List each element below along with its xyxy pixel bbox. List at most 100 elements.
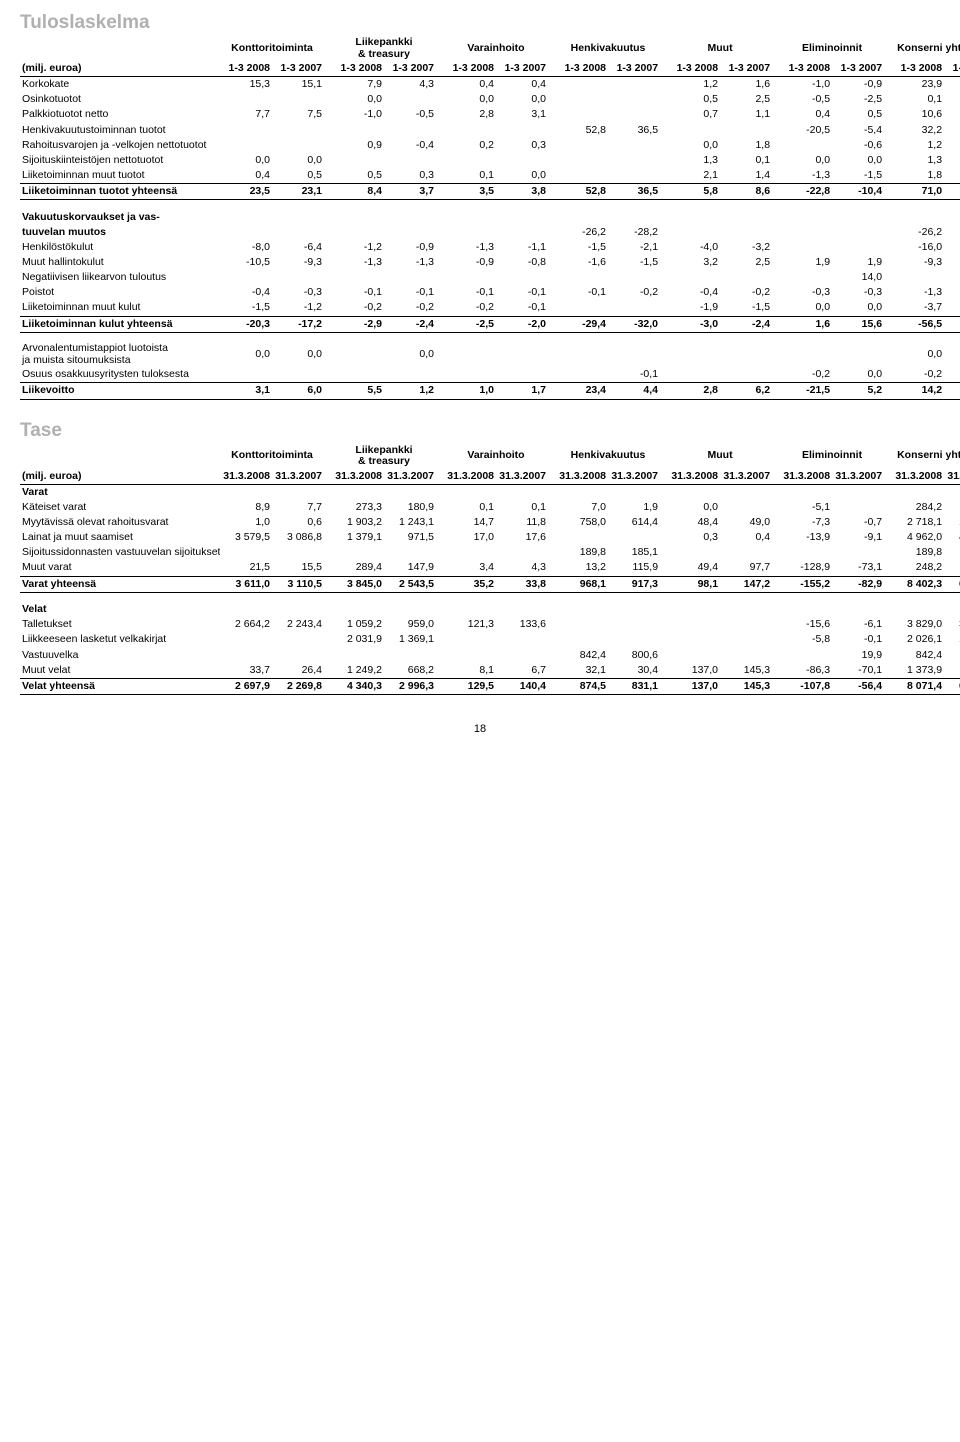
table-cell (444, 648, 496, 663)
row-label: Myytävissä olevat rahoitusvarat (20, 515, 220, 530)
table-cell: -70,1 (832, 663, 884, 679)
table-cell: 121,3 (444, 617, 496, 632)
table-cell: 0,0 (220, 153, 272, 168)
segment-header: Konttoritoiminta (220, 36, 324, 61)
row-label: Palkkiotuotot netto (20, 107, 220, 122)
period-header: 1-3 2008 (444, 61, 496, 77)
table-cell: -155,2 (780, 576, 832, 592)
table-cell: -8,0 (220, 240, 272, 255)
table-cell (220, 123, 272, 138)
table-cell: -0,1 (496, 285, 548, 300)
table-cell: 145,3 (720, 663, 772, 679)
table-cell: -0,1 (556, 285, 608, 300)
segment-header: Konttoritoiminta (220, 444, 324, 469)
table-cell: -28,2 (608, 225, 660, 240)
table-cell: 917,3 (608, 576, 660, 592)
table-cell (384, 648, 436, 663)
period-header: 31.3.2008 (668, 469, 720, 485)
table-cell: 1 903,2 (332, 515, 384, 530)
table-cell: 1,9 (608, 500, 660, 515)
row-label: Negatiivisen liikearvon tuloutus (20, 270, 220, 285)
unit-label: (milj. euroa) (20, 61, 220, 77)
table-cell: 8 402,3 (892, 576, 944, 592)
period-header: 31.3.2007 (944, 469, 960, 485)
table-cell: 2,5 (720, 92, 772, 107)
table-cell: -5,1 (780, 500, 832, 515)
table-cell: -1,5 (832, 168, 884, 184)
row-label: Osinkotuotot (20, 92, 220, 107)
table-cell (556, 530, 608, 545)
table-cell (720, 632, 772, 647)
table-cell: 2 269,8 (272, 678, 324, 694)
table-cell (444, 632, 496, 647)
table-cell: -32,0 (608, 316, 660, 332)
table-cell: 8,6 (720, 184, 772, 200)
table-cell: -1,5 (720, 300, 772, 316)
table-cell: -0,5 (384, 107, 436, 122)
table-cell: 180,9 (384, 500, 436, 515)
table-cell: -10,5 (220, 255, 272, 270)
table-cell (272, 545, 324, 560)
table-cell: -26,2 (556, 225, 608, 240)
table-cell: 289,4 (332, 560, 384, 576)
table-cell (332, 270, 384, 285)
table-cell: -0,4 (668, 285, 720, 300)
table-cell (720, 617, 772, 632)
table-cell: 49,0 (720, 515, 772, 530)
table-cell: -0,6 (832, 138, 884, 153)
table-cell: -1,1 (496, 240, 548, 255)
table-cell (556, 92, 608, 107)
table-cell (780, 648, 832, 663)
table-cell (668, 123, 720, 138)
table-cell: 4 962,0 (892, 530, 944, 545)
table-cell: -2,4 (384, 316, 436, 332)
table-cell: 0,4 (444, 77, 496, 93)
table-cell: 248,2 (892, 560, 944, 576)
table-cell: 19,9 (832, 648, 884, 663)
table-cell: 2,5 (720, 255, 772, 270)
table-cell: 26,4 (272, 663, 324, 679)
row-label: Rahoitusvarojen ja -velkojen nettotuotot (20, 138, 220, 153)
table-cell: 21,5 (220, 560, 272, 576)
period-header: 1-3 2007 (496, 61, 548, 77)
table-cell (496, 545, 548, 560)
table-cell: -1,0 (780, 77, 832, 93)
table-cell: -0,1 (832, 632, 884, 647)
table-cell (608, 107, 660, 122)
table-cell: -0,3 (780, 285, 832, 300)
table-cell: -17,2 (272, 316, 324, 332)
table-cell (832, 500, 884, 515)
table-cell (780, 240, 832, 255)
table-cell: 668,2 (384, 663, 436, 679)
table-cell: -73,1 (832, 560, 884, 576)
table-cell: -0,7 (832, 515, 884, 530)
table-cell: -0,1 (608, 367, 660, 383)
row-label: Vakuutuskorvaukset ja vas- (20, 210, 220, 225)
table-cell (332, 545, 384, 560)
table-cell: 6,7 (496, 663, 548, 679)
table-cell (780, 138, 832, 153)
table-cell (608, 530, 660, 545)
table-cell: 0,0 (668, 500, 720, 515)
table-cell (272, 632, 324, 647)
table-cell: 842,4 (892, 648, 944, 663)
table-cell (780, 342, 832, 367)
table-cell: 0,4 (720, 530, 772, 545)
table-cell (668, 367, 720, 383)
table-cell: 807,0 (944, 663, 960, 679)
table-cell: 32,1 (556, 663, 608, 679)
period-header: 31.3.2008 (556, 469, 608, 485)
table-cell (668, 648, 720, 663)
table-cell: -0,9 (384, 240, 436, 255)
table-cell: 1,9 (780, 255, 832, 270)
table-cell (608, 168, 660, 184)
period-header: 1-3 2008 (220, 61, 272, 77)
table-cell: 24,6 (944, 383, 960, 399)
table-cell: 7,5 (272, 107, 324, 122)
table-cell (832, 225, 884, 240)
table-cell: -1,2 (272, 300, 324, 316)
table-cell: 3,7 (384, 184, 436, 200)
table-cell: 3,4 (444, 560, 496, 576)
table-cell: 189,8 (892, 545, 944, 560)
table-cell: -3,0 (668, 316, 720, 332)
